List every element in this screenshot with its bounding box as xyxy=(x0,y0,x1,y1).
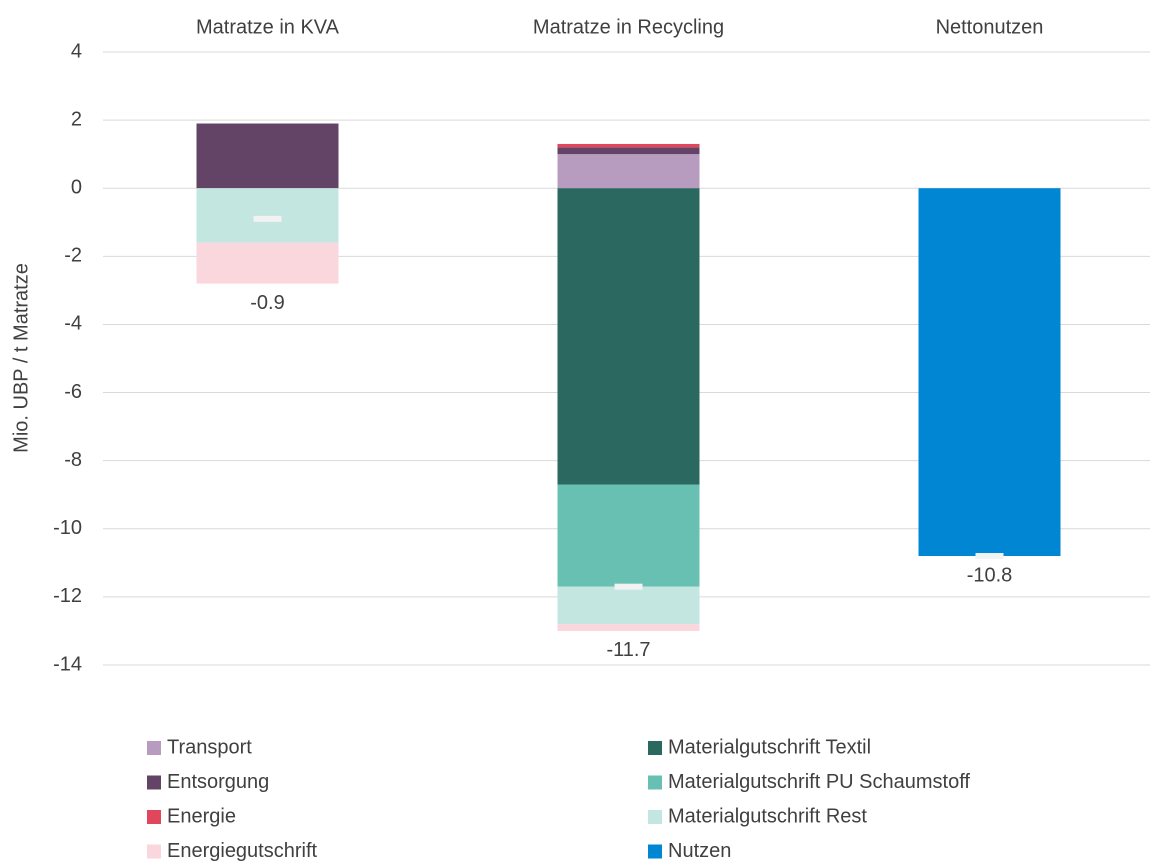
bar-segment xyxy=(557,484,700,587)
bar-segment xyxy=(196,242,339,284)
legend-swatch xyxy=(648,844,662,859)
y-tick-label: 0 xyxy=(71,177,82,199)
total-label: -11.7 xyxy=(606,639,650,661)
bar-segment xyxy=(557,586,700,625)
total-marker xyxy=(975,553,1004,560)
category-label: Matratze in KVA xyxy=(196,16,340,38)
y-tick-label: -6 xyxy=(64,381,82,403)
y-tick-label: -2 xyxy=(64,245,82,267)
y-tick-label: -12 xyxy=(53,585,82,607)
legend-label: Materialgutschrift PU Schaumstoff xyxy=(668,771,970,793)
legend-swatch xyxy=(147,844,161,859)
total-marker xyxy=(614,583,643,590)
legend-swatch xyxy=(648,775,662,790)
bar-segment xyxy=(557,188,700,485)
y-tick-label: -10 xyxy=(53,517,82,539)
legend-label: Transport xyxy=(167,736,252,758)
category-label: Nettonutzen xyxy=(936,16,1044,38)
legend-label: Energiegutschrift xyxy=(167,840,318,862)
total-marker xyxy=(253,215,282,222)
bar-segment xyxy=(196,123,339,189)
bar-segment xyxy=(196,188,339,243)
bar-segment xyxy=(557,143,700,148)
legend-label: Materialgutschrift Rest xyxy=(668,805,867,827)
bar-segment xyxy=(557,154,700,189)
legend-label: Nutzen xyxy=(668,840,731,862)
y-tick-label: -8 xyxy=(64,449,82,471)
legend-swatch xyxy=(147,810,161,824)
y-tick-label: -4 xyxy=(64,313,82,335)
y-axis-label: Mio. UBP / t Matratze xyxy=(10,263,32,453)
bar-segment xyxy=(918,188,1061,557)
total-label: -0.9 xyxy=(250,292,284,314)
legend-swatch xyxy=(147,741,161,755)
y-tick-label: 4 xyxy=(71,40,82,62)
y-tick-label: 2 xyxy=(71,108,82,130)
legend-swatch xyxy=(648,810,662,824)
legend-swatch xyxy=(147,775,161,790)
legend-label: Entsorgung xyxy=(167,771,269,793)
y-tick-label: -14 xyxy=(53,653,82,675)
legend-swatch xyxy=(648,741,662,755)
bar-segment xyxy=(557,624,700,631)
legend-label: Materialgutschrift Textil xyxy=(668,736,871,758)
total-label: -10.8 xyxy=(967,564,1013,586)
legend-label: Energie xyxy=(167,805,236,827)
bar-segment xyxy=(557,147,700,155)
category-label: Matratze in Recycling xyxy=(533,16,724,38)
